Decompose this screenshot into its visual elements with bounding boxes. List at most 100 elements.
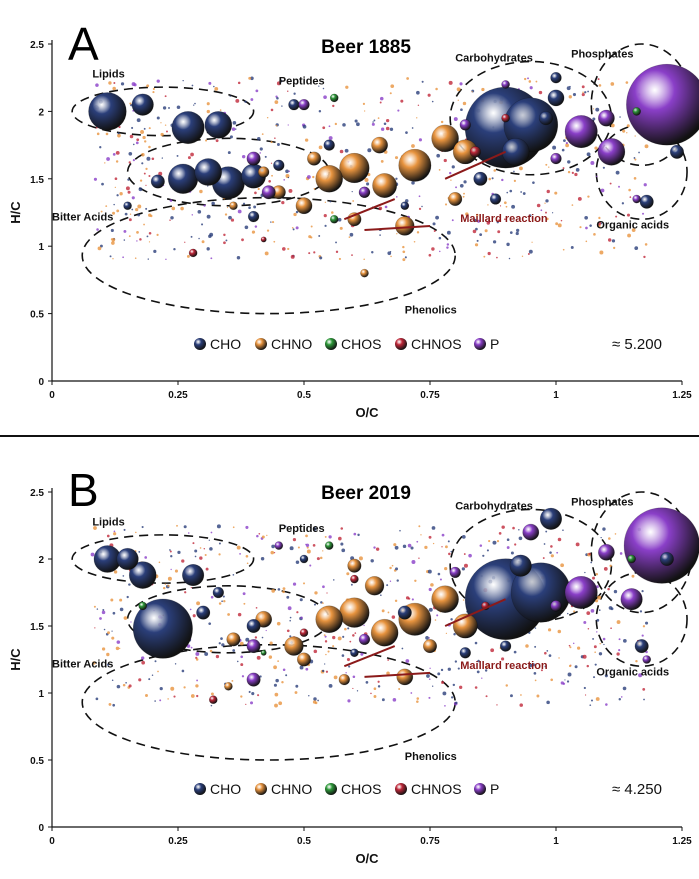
bubble-p bbox=[358, 633, 371, 646]
bubble-cho bbox=[182, 563, 205, 587]
bubble-cho bbox=[400, 201, 410, 211]
bubble-cho bbox=[539, 507, 563, 530]
region-boundary bbox=[81, 643, 456, 761]
x-axis-title: O/C bbox=[355, 405, 379, 420]
legend-swatch-chno bbox=[255, 338, 267, 350]
bubble-p bbox=[597, 138, 626, 166]
region-label-phenolics: Phenolics bbox=[405, 305, 457, 317]
y-tick-label: 2.5 bbox=[30, 488, 44, 499]
bubble-p bbox=[564, 576, 598, 610]
region-label-bitter-acids: Bitter Acids bbox=[52, 212, 113, 224]
y-tick-label: 2 bbox=[38, 107, 44, 118]
legend-label-cho: CHO bbox=[210, 781, 241, 797]
legend-label-chos: CHOS bbox=[341, 781, 381, 797]
bubble-chno bbox=[295, 197, 313, 215]
bubble-chno bbox=[338, 673, 351, 686]
bubble-chno bbox=[431, 124, 459, 153]
legend-swatch-chos bbox=[325, 783, 337, 795]
bubble-cho bbox=[171, 111, 205, 145]
bubble-chno bbox=[395, 216, 415, 236]
bubble-cho bbox=[473, 171, 488, 186]
legend-swatch-cho bbox=[194, 783, 206, 795]
x-tick-label: 0 bbox=[49, 836, 55, 847]
panel-b: 0 0.25 0.5 0.75 1 1.25 0 0.5 1 1.5 2 2.5 O/C H/C B Beer… bbox=[0, 440, 699, 879]
panel-a: 0 0.25 0.5 0.75 1 1.25 0 0.5 1 1.5 2 2.5 O/C H/C A Beer… bbox=[0, 0, 699, 433]
y-tick-label: 2.5 bbox=[30, 40, 44, 51]
approx-value: ≈ 4.250 bbox=[612, 781, 662, 798]
x-tick-label: 0.5 bbox=[297, 836, 311, 847]
bubble-chno bbox=[284, 636, 304, 656]
van-krevelen-chart-a: 0 0.25 0.5 0.75 1 1.25 0 0.5 1 1.5 2 2.5 O/C H/C A Beer… bbox=[8, 18, 699, 420]
bubble-cho bbox=[212, 586, 225, 599]
y-tick-label: 0 bbox=[38, 377, 44, 388]
x-axis-title: O/C bbox=[355, 851, 379, 866]
bubble-chno bbox=[296, 652, 312, 667]
bubble-p bbox=[246, 151, 261, 166]
bubble-chno bbox=[364, 576, 385, 596]
y-axis-title: H/C bbox=[8, 648, 23, 671]
bubble-cho bbox=[639, 194, 654, 209]
bubble-cho bbox=[132, 598, 193, 659]
panel-letter: A bbox=[68, 18, 99, 70]
x-tick-label: 0.75 bbox=[420, 390, 440, 401]
bubble-p bbox=[598, 543, 615, 561]
bubble-chno bbox=[339, 152, 370, 184]
region-boundary bbox=[71, 534, 255, 584]
bubble-cho bbox=[499, 640, 512, 652]
maillard-arrow bbox=[364, 671, 431, 678]
region-label-phosphates: Phosphates bbox=[571, 496, 633, 508]
bubble-p bbox=[626, 63, 699, 146]
region-label-peptides: Peptides bbox=[279, 75, 325, 87]
y-tick-label: 1 bbox=[38, 242, 44, 253]
x-tick-label: 0 bbox=[49, 390, 55, 401]
bubble-cho bbox=[659, 551, 674, 567]
bubble-chno bbox=[398, 148, 432, 182]
legend-swatch-chno bbox=[255, 783, 267, 795]
bubble-chno bbox=[226, 632, 241, 647]
region-label-bitter-acids: Bitter Acids bbox=[52, 659, 113, 671]
x-tick-label: 0.5 bbox=[297, 390, 311, 401]
bubble-cho bbox=[246, 618, 261, 634]
x-tick-label: 0.75 bbox=[420, 836, 440, 847]
bubble-p bbox=[550, 600, 562, 612]
bubble-chno bbox=[315, 165, 344, 193]
bubble-cho bbox=[538, 111, 553, 126]
bubble-cho bbox=[634, 639, 649, 654]
bubble-chos bbox=[329, 93, 339, 103]
bubble-p bbox=[620, 588, 643, 611]
bubble-cho bbox=[459, 647, 471, 659]
bubble-p bbox=[459, 119, 471, 131]
y-tick-label: 2 bbox=[38, 555, 44, 566]
region-label-peptides: Peptides bbox=[279, 523, 325, 535]
maillard-arrow bbox=[343, 198, 396, 221]
bubble-chos bbox=[632, 107, 641, 116]
bubble-p bbox=[632, 194, 641, 204]
y-tick-label: 0.5 bbox=[30, 310, 44, 321]
bubble-cho bbox=[194, 158, 223, 186]
bubble-chos bbox=[627, 554, 636, 564]
bubble-chnos bbox=[299, 628, 309, 638]
legend-swatch-chnos bbox=[395, 783, 407, 795]
bubble-chnos bbox=[469, 146, 482, 158]
bubble-cho bbox=[123, 201, 132, 211]
bubble-chno bbox=[315, 605, 344, 634]
bubble-chno bbox=[360, 268, 369, 278]
bubble-cho bbox=[547, 89, 565, 107]
legend-swatch-cho bbox=[194, 338, 206, 350]
bubble-cho bbox=[116, 547, 139, 571]
y-tick-label: 1 bbox=[38, 689, 44, 700]
bubble-p bbox=[598, 109, 615, 127]
legend-label-chno: CHNO bbox=[271, 781, 312, 797]
region-label-carbohydrates: Carbohydrates bbox=[455, 500, 533, 512]
bubble-chno bbox=[339, 597, 370, 628]
bubble-cho bbox=[669, 144, 685, 159]
bubble-cho bbox=[128, 561, 157, 589]
approx-value: ≈ 5.200 bbox=[612, 336, 662, 353]
bubble-cho bbox=[509, 554, 532, 577]
bubble-cho bbox=[204, 111, 233, 139]
legend-swatch-chos bbox=[325, 338, 337, 350]
panel-letter: B bbox=[68, 464, 99, 516]
bubble-p bbox=[550, 152, 562, 165]
x-tick-label: 1.25 bbox=[672, 836, 692, 847]
maillard-arrow bbox=[343, 645, 396, 668]
